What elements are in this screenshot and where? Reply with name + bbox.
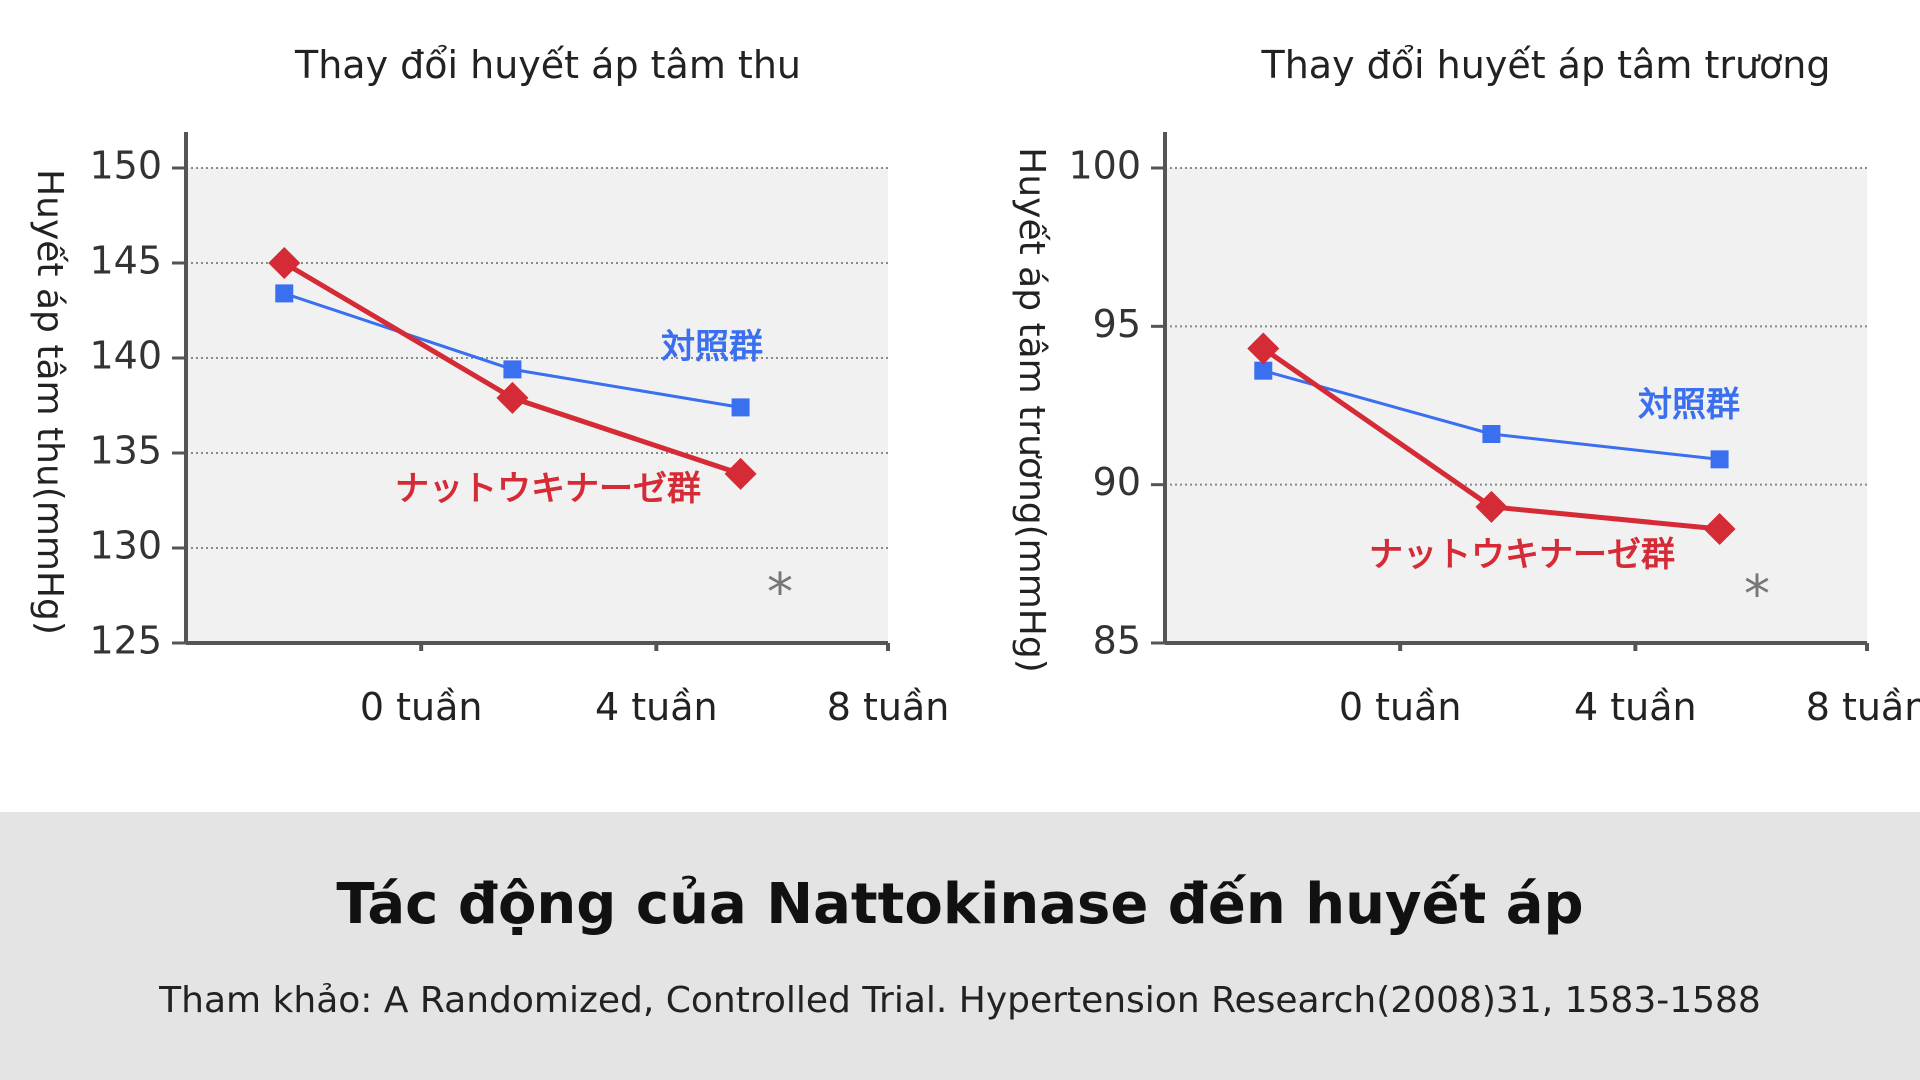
plot-area bbox=[1165, 168, 1867, 643]
data-point-nattokinase bbox=[1247, 332, 1280, 365]
y-tick-label: 95 bbox=[1093, 302, 1141, 346]
data-point-control bbox=[1254, 361, 1273, 380]
data-point-nattokinase bbox=[496, 381, 529, 414]
y-tick-label: 140 bbox=[89, 334, 162, 378]
chart-title: Thay đổi huyết áp tâm thu bbox=[294, 43, 801, 87]
series-label-control: 対照群 bbox=[661, 327, 763, 367]
x-tick-label: 0 tuần bbox=[1339, 685, 1462, 729]
data-point-nattokinase bbox=[724, 457, 757, 490]
x-tick-label: 8 tuần bbox=[1806, 685, 1920, 729]
y-tick-label: 125 bbox=[89, 619, 162, 663]
page-title: Tác động của Nattokinase đến huyết áp bbox=[336, 872, 1584, 937]
footer-banner: Tác động của Nattokinase đến huyết áp Th… bbox=[0, 812, 1920, 1080]
y-tick-label: 145 bbox=[89, 239, 162, 283]
chart-title: Thay đổi huyết áp tâm trương bbox=[1261, 43, 1831, 87]
series-label-nattokinase: ナットウキナーゼ群 bbox=[1369, 535, 1675, 575]
diastolic-chart: Thay đổi huyết áp tâm trương Huyết áp tâm… bbox=[1011, 43, 1920, 729]
series-label-nattokinase: ナットウキナーゼ群 bbox=[395, 469, 701, 509]
y-axis-label: Huyết áp tâm thu(mmHg) bbox=[29, 169, 70, 635]
x-tick-label: 4 tuần bbox=[1574, 685, 1697, 729]
data-point-nattokinase bbox=[268, 247, 301, 279]
data-point-control bbox=[275, 284, 294, 303]
reference-citation: Tham khảo: A Randomized, Controlled Tria… bbox=[159, 980, 1761, 1021]
y-tick-label: 135 bbox=[89, 429, 162, 473]
data-point-control bbox=[1482, 425, 1501, 443]
y-tick-label: 100 bbox=[1068, 144, 1141, 188]
data-point-nattokinase bbox=[1475, 490, 1508, 523]
significance-star: * bbox=[1744, 565, 1770, 625]
y-tick-label: 90 bbox=[1093, 460, 1141, 504]
x-tick-label: 4 tuần bbox=[595, 685, 718, 729]
x-tick-label: 0 tuần bbox=[360, 685, 483, 729]
data-point-control bbox=[503, 360, 522, 379]
systolic-chart: Thay đổi huyết áp tâm thu Huyết áp tâm th… bbox=[29, 43, 950, 729]
y-tick-label: 150 bbox=[89, 144, 162, 188]
y-axis-label: Huyết áp tâm trương(mmHg) bbox=[1011, 147, 1052, 673]
data-point-control bbox=[1710, 450, 1729, 469]
data-point-control bbox=[731, 398, 750, 417]
y-tick-label: 130 bbox=[89, 524, 162, 568]
significance-star: * bbox=[767, 563, 793, 623]
y-tick-label: 85 bbox=[1093, 619, 1141, 663]
data-point-nattokinase bbox=[1703, 513, 1736, 545]
series-label-control: 対照群 bbox=[1638, 385, 1740, 425]
x-tick-label: 8 tuần bbox=[827, 685, 950, 729]
